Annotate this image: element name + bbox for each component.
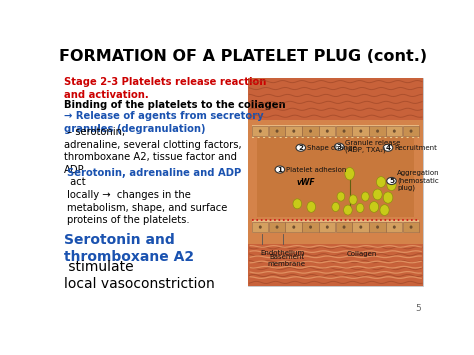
- Text: – serotonin,
adrenaline, several clotting factors,
thromboxane A2, tissue factor: – serotonin, adrenaline, several clottin…: [64, 127, 241, 175]
- Text: Serotonin and
thromboxane A2: Serotonin and thromboxane A2: [64, 233, 194, 264]
- Bar: [285, 126, 302, 136]
- Bar: [319, 126, 335, 136]
- Text: Serotonin, adrenaline and ADP: Serotonin, adrenaline and ADP: [67, 168, 242, 178]
- Ellipse shape: [259, 130, 262, 133]
- Ellipse shape: [410, 225, 412, 229]
- Circle shape: [334, 143, 344, 150]
- Bar: [252, 222, 268, 232]
- Ellipse shape: [275, 130, 279, 133]
- Text: 5: 5: [389, 178, 394, 184]
- Ellipse shape: [344, 205, 352, 215]
- Circle shape: [275, 166, 284, 173]
- Text: Binding of the platelets to the collagen: Binding of the platelets to the collagen: [64, 100, 285, 110]
- Ellipse shape: [380, 204, 389, 215]
- Text: stimulate
local vasoconstriction: stimulate local vasoconstriction: [64, 260, 214, 291]
- Circle shape: [387, 178, 396, 185]
- Text: Aggregation
(hemostatic
plug): Aggregation (hemostatic plug): [397, 170, 440, 191]
- Bar: [403, 222, 419, 232]
- Bar: [319, 222, 335, 232]
- Ellipse shape: [326, 130, 329, 133]
- Bar: [369, 222, 385, 232]
- Text: Granule release
(ADP, TXA₂): Granule release (ADP, TXA₂): [345, 140, 401, 153]
- Ellipse shape: [349, 195, 357, 204]
- Text: 2: 2: [298, 145, 303, 151]
- Bar: [386, 126, 402, 136]
- Text: 3: 3: [337, 144, 342, 150]
- Bar: [269, 126, 285, 136]
- Text: FORMATION OF A PLATELET PLUG (cont.): FORMATION OF A PLATELET PLUG (cont.): [59, 49, 427, 65]
- Bar: [285, 222, 302, 232]
- FancyBboxPatch shape: [257, 136, 414, 217]
- Ellipse shape: [376, 225, 379, 229]
- Text: 4: 4: [385, 145, 391, 151]
- Text: act
locally →  changes in the
metabolism, shape, and surface
proteins of the pla: act locally → changes in the metabolism,…: [67, 177, 228, 225]
- Bar: [252, 126, 268, 136]
- Ellipse shape: [326, 225, 329, 229]
- Ellipse shape: [343, 225, 346, 229]
- Text: Basement
membrane: Basement membrane: [268, 254, 306, 267]
- Ellipse shape: [259, 225, 262, 229]
- Ellipse shape: [369, 202, 379, 212]
- Text: Stage 2-3 Platelets release reaction
and activation.: Stage 2-3 Platelets release reaction and…: [64, 77, 266, 99]
- Ellipse shape: [362, 192, 369, 201]
- Ellipse shape: [356, 203, 364, 213]
- Text: 5: 5: [415, 304, 421, 313]
- Circle shape: [296, 144, 306, 151]
- Ellipse shape: [376, 130, 379, 133]
- Bar: [386, 222, 402, 232]
- Ellipse shape: [410, 130, 412, 133]
- Ellipse shape: [343, 130, 346, 133]
- Ellipse shape: [275, 225, 279, 229]
- Text: Recruitment: Recruitment: [394, 145, 437, 151]
- Ellipse shape: [332, 202, 339, 212]
- Text: Platelet adhesion: Platelet adhesion: [286, 166, 346, 173]
- Bar: [353, 222, 369, 232]
- Bar: [302, 222, 319, 232]
- Circle shape: [383, 144, 393, 151]
- Bar: [353, 126, 369, 136]
- FancyBboxPatch shape: [252, 125, 419, 137]
- Text: Endothelium: Endothelium: [261, 250, 305, 256]
- Ellipse shape: [293, 199, 301, 209]
- Text: Shape change: Shape change: [307, 145, 356, 151]
- FancyBboxPatch shape: [248, 120, 423, 244]
- Text: 1: 1: [277, 166, 283, 173]
- Ellipse shape: [387, 180, 396, 191]
- Ellipse shape: [292, 130, 295, 133]
- Bar: [269, 222, 285, 232]
- Bar: [336, 222, 352, 232]
- Ellipse shape: [373, 189, 382, 200]
- Text: Collagen: Collagen: [346, 251, 377, 257]
- Bar: [302, 126, 319, 136]
- Ellipse shape: [393, 130, 396, 133]
- Ellipse shape: [309, 225, 312, 229]
- Ellipse shape: [376, 176, 386, 187]
- Ellipse shape: [337, 192, 345, 201]
- FancyBboxPatch shape: [252, 220, 419, 233]
- Text: → Release of agents from secretory
granules (degranulation): → Release of agents from secretory granu…: [64, 111, 263, 134]
- Ellipse shape: [309, 130, 312, 133]
- Ellipse shape: [307, 202, 316, 212]
- Ellipse shape: [359, 130, 362, 133]
- Ellipse shape: [383, 192, 393, 203]
- Bar: [403, 126, 419, 136]
- FancyBboxPatch shape: [248, 78, 423, 286]
- Bar: [336, 126, 352, 136]
- Ellipse shape: [345, 168, 355, 180]
- FancyBboxPatch shape: [248, 244, 423, 286]
- Ellipse shape: [292, 225, 295, 229]
- Ellipse shape: [359, 225, 362, 229]
- Ellipse shape: [393, 225, 396, 229]
- Bar: [369, 126, 385, 136]
- FancyBboxPatch shape: [248, 78, 423, 120]
- Text: vWF: vWF: [297, 178, 315, 186]
